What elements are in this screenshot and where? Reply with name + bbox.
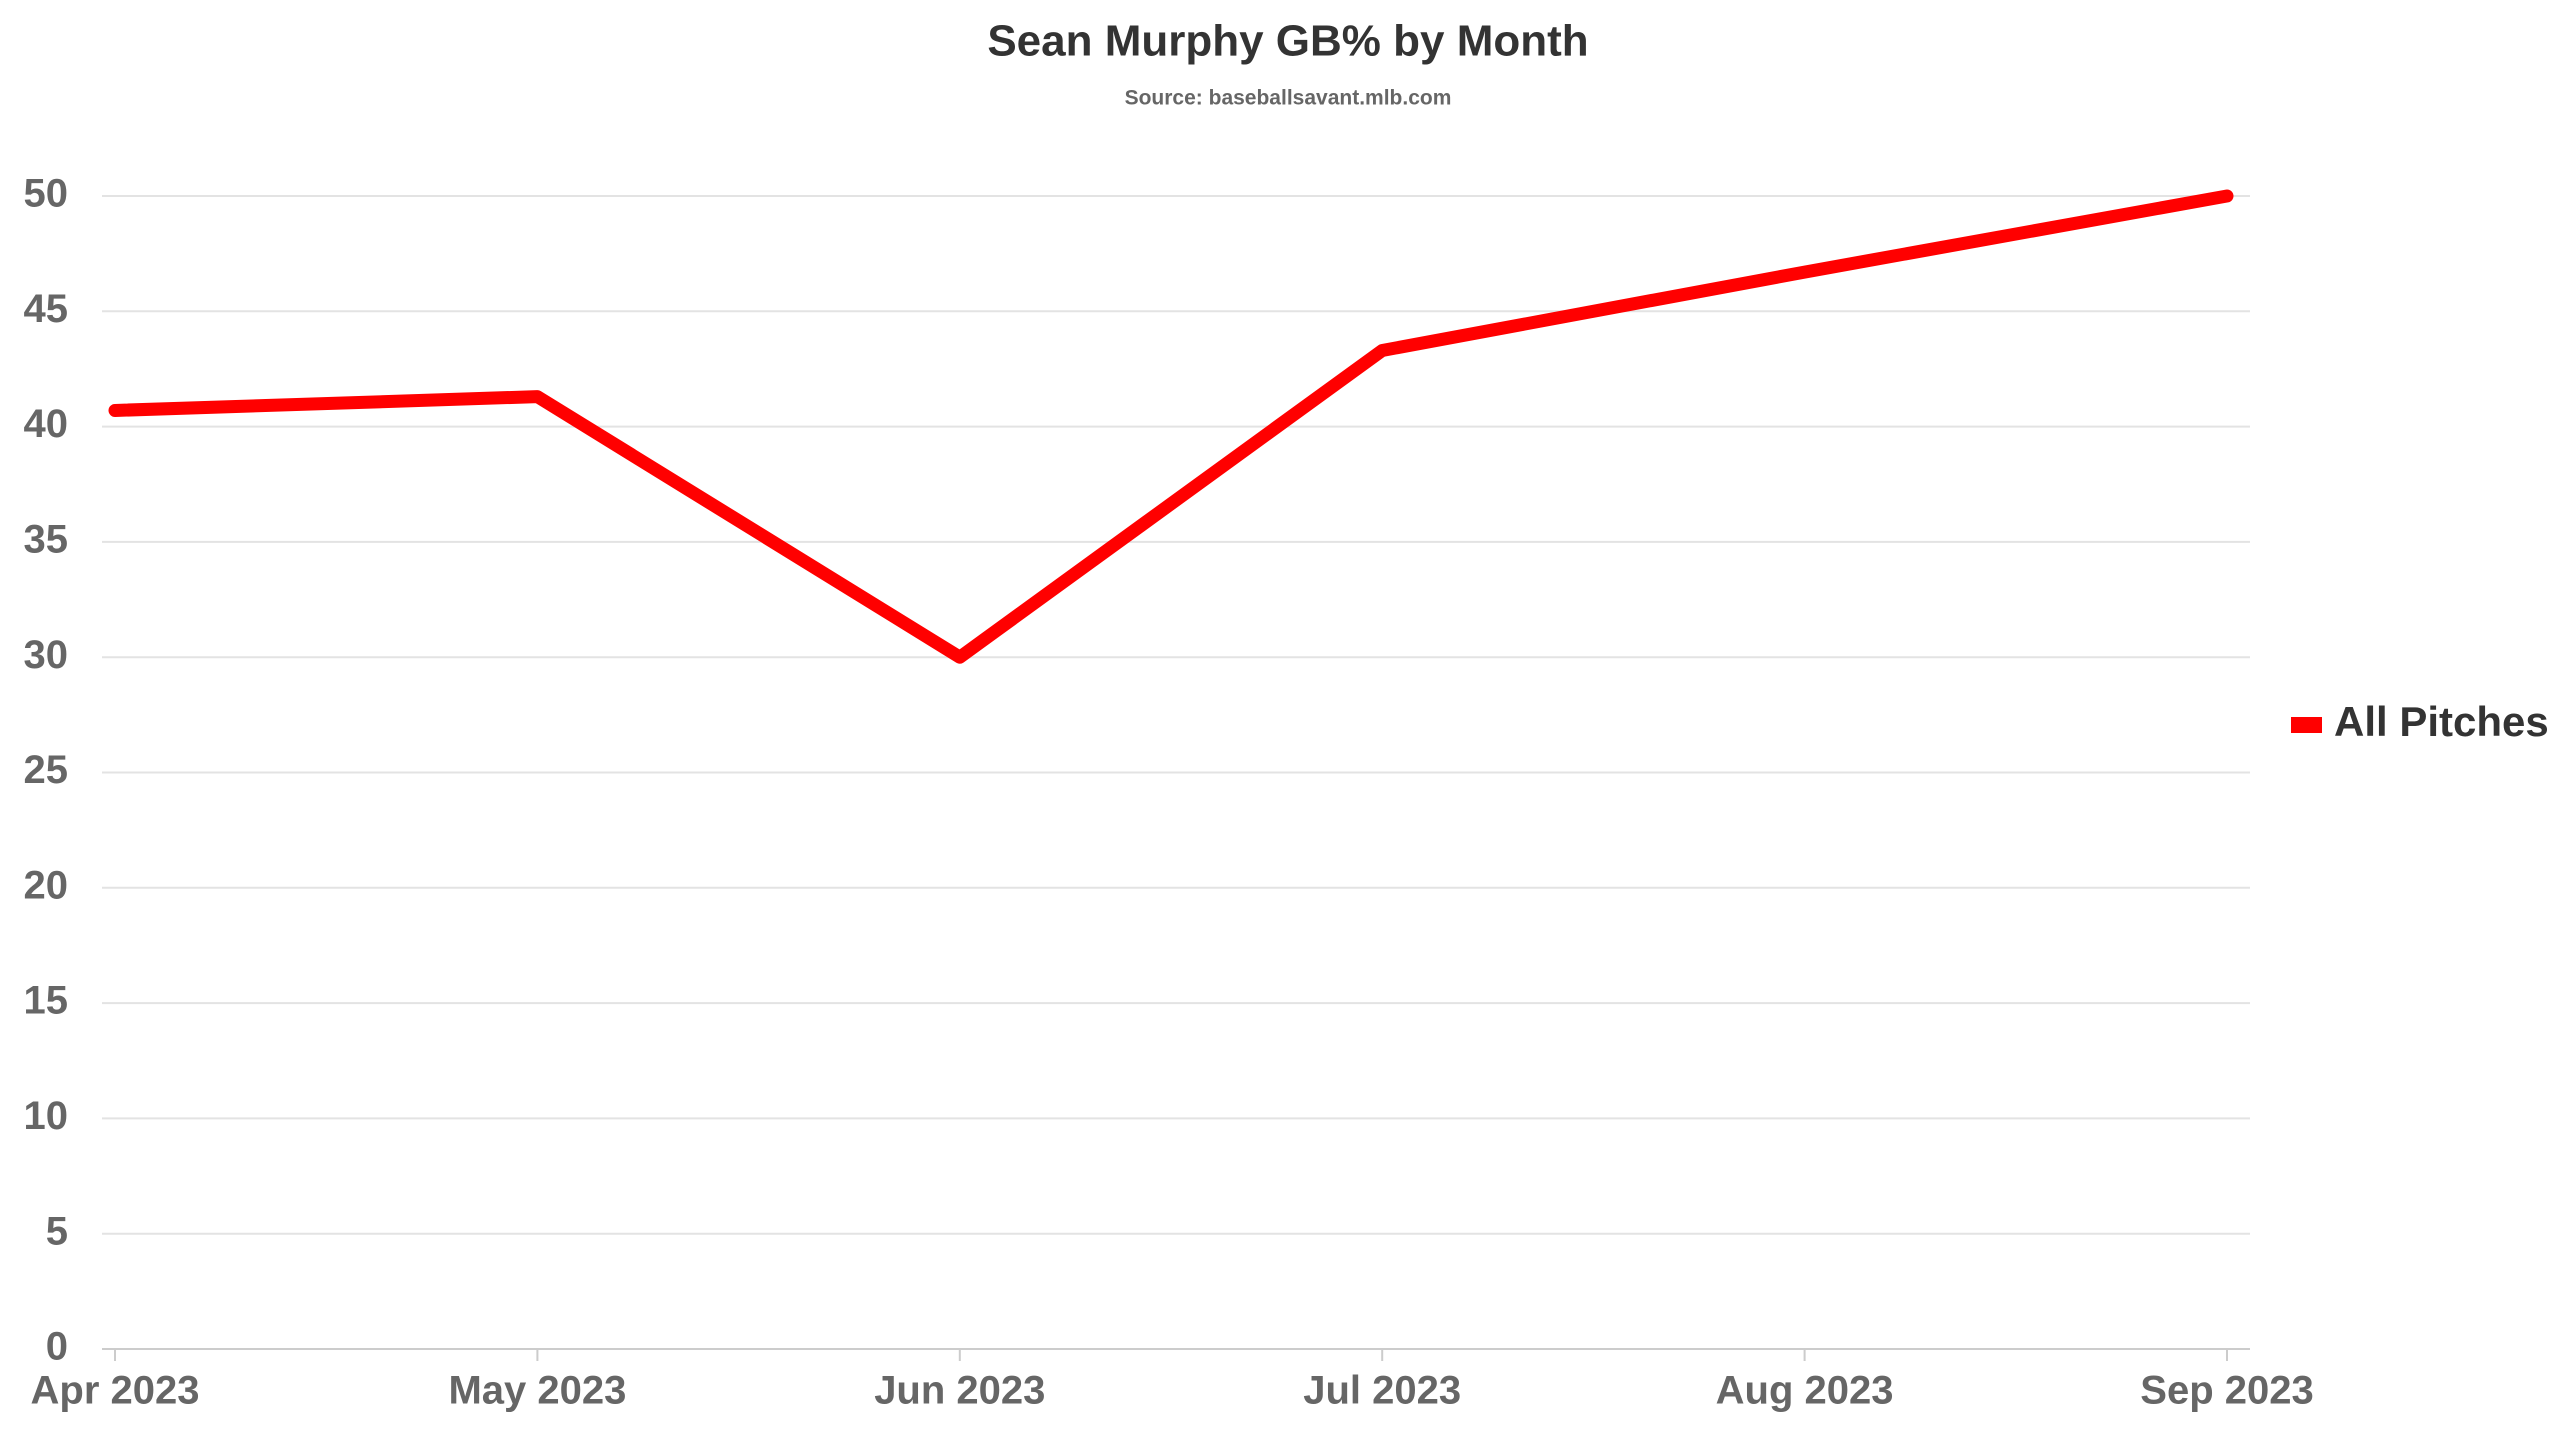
y-tick-label: 25 xyxy=(24,748,69,792)
chart-title: Sean Murphy GB% by Month xyxy=(987,17,1588,66)
y-tick-label: 5 xyxy=(46,1209,68,1253)
y-tick-label: 10 xyxy=(24,1094,69,1138)
x-tick-label: Jul 2023 xyxy=(1303,1369,1461,1413)
chart-subtitle: Source: baseballsavant.mlb.com xyxy=(1125,87,1452,110)
y-tick-label: 0 xyxy=(46,1325,68,1369)
legend-swatch xyxy=(2291,717,2322,733)
x-tick-label: Jun 2023 xyxy=(874,1369,1045,1413)
legend-label: All Pitches xyxy=(2334,698,2549,745)
x-tick-label: Aug 2023 xyxy=(1716,1369,1894,1413)
y-tick-label: 30 xyxy=(24,633,69,677)
y-tick-label: 15 xyxy=(24,979,69,1023)
y-tick-label: 20 xyxy=(24,863,69,907)
x-tick-label: Apr 2023 xyxy=(31,1369,200,1413)
y-tick-label: 40 xyxy=(24,402,69,446)
y-tick-label: 50 xyxy=(24,172,69,216)
y-tick-label: 45 xyxy=(24,287,69,331)
x-tick-label: Sep 2023 xyxy=(2140,1369,2313,1413)
line-series xyxy=(108,189,2234,664)
x-tick-label: May 2023 xyxy=(448,1369,626,1413)
y-tick-label: 35 xyxy=(24,517,69,561)
